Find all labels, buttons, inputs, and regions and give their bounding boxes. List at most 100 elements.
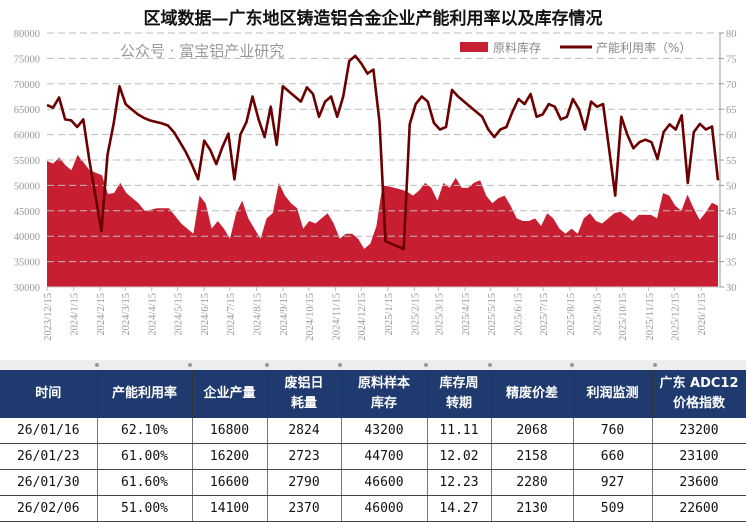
y-right-tick-label: 55 bbox=[726, 156, 737, 167]
column-header: 精废价差 bbox=[491, 370, 574, 418]
y-right-tick-label: 75 bbox=[726, 54, 737, 65]
x-tick-label: 2025/2/15 bbox=[410, 293, 421, 336]
table-cell: 2370 bbox=[267, 495, 342, 522]
table-cell: 2790 bbox=[267, 469, 342, 496]
y-right-tick-label: 40 bbox=[726, 232, 737, 243]
column-header-line: 时间 bbox=[35, 386, 62, 401]
y-left-tick-label: 45000 bbox=[14, 207, 40, 218]
y-left-tick-label: 60000 bbox=[14, 131, 40, 142]
table-cell: 760 bbox=[573, 418, 653, 444]
x-tick-label: 2025/1/15 bbox=[384, 293, 395, 336]
table-cell: 927 bbox=[573, 469, 653, 496]
table-cell: 43200 bbox=[341, 418, 428, 444]
y-right-tick-label: 45 bbox=[726, 207, 737, 218]
table-cell: 61.60% bbox=[97, 469, 193, 496]
x-tick-label: 2025/7/15 bbox=[539, 293, 550, 336]
x-tick-label: 2025/11/15 bbox=[645, 293, 656, 340]
column-header-line: 废铝日 bbox=[284, 376, 324, 391]
table-cell: 12.23 bbox=[427, 469, 492, 496]
x-tick-label: 2024/2/15 bbox=[96, 293, 107, 336]
column-header: 时间 bbox=[0, 370, 98, 418]
data-table-container: 时间 产能利用率 企业产量 废铝日 耗量 原料样本 库存 库存周 转期 精废价差 利润监测 广东 AD… bbox=[0, 360, 746, 522]
column-header: 利润监测 bbox=[573, 370, 653, 418]
table-cell: 61.00% bbox=[97, 443, 193, 470]
legend-label-utilization: 产能利用率（%） bbox=[596, 40, 691, 55]
y-left-tick-label: 75000 bbox=[14, 54, 40, 65]
table-cell: 11.11 bbox=[427, 418, 492, 444]
table-cell: 509 bbox=[573, 495, 653, 522]
y-left-tick-label: 55000 bbox=[14, 156, 40, 167]
x-tick-label: 2024/5/15 bbox=[173, 293, 184, 336]
column-header-line: 库存周 bbox=[439, 376, 479, 391]
table-cell: 14.27 bbox=[427, 495, 492, 522]
x-tick-label: 2024/12/15 bbox=[357, 293, 368, 341]
column-header: 原料样本 库存 bbox=[341, 370, 428, 418]
column-header-line: 价格指数 bbox=[672, 396, 725, 411]
y-left-tick-label: 80000 bbox=[14, 29, 40, 40]
x-tick-label: 2024/6/15 bbox=[200, 293, 211, 336]
y-right-tick-label: 35 bbox=[726, 258, 737, 269]
column-header-line: 广东 ADC12 bbox=[659, 376, 739, 391]
table-cell: 62.10% bbox=[97, 418, 193, 444]
x-tick-label: 2025/8/15 bbox=[566, 293, 577, 336]
table-cell: 2824 bbox=[267, 418, 342, 444]
x-tick-label: 2024/9/15 bbox=[279, 293, 290, 336]
table-cell: 26/01/16 bbox=[0, 418, 98, 444]
watermark: 公众号 · 富宝铝产业研究 bbox=[120, 42, 285, 60]
table-cell: 14100 bbox=[192, 495, 268, 522]
column-header: 企业产量 bbox=[192, 370, 268, 418]
table-cell: 51.00% bbox=[97, 495, 193, 522]
y-right-tick-label: 60 bbox=[726, 131, 737, 142]
x-tick-label: 2024/3/15 bbox=[121, 293, 132, 336]
y-left-tick-label: 50000 bbox=[14, 181, 40, 192]
table-header-row: 时间 产能利用率 企业产量 废铝日 耗量 原料样本 库存 库存周 转期 精废价差 利润监测 广东 AD… bbox=[0, 370, 746, 418]
table-cell: 16800 bbox=[192, 418, 268, 444]
table-cell: 16600 bbox=[192, 469, 268, 496]
y-right-tick-label: 80 bbox=[726, 29, 737, 40]
x-tick-label: 2025/12/15 bbox=[671, 293, 682, 341]
table-cell: 26/01/30 bbox=[0, 469, 98, 496]
table-cell: 46000 bbox=[341, 495, 428, 522]
x-tick-label: 2025/9/15 bbox=[592, 293, 603, 336]
column-header: 废铝日 耗量 bbox=[267, 370, 342, 418]
table-cell: 44700 bbox=[341, 443, 428, 470]
column-header: 广东 ADC12 价格指数 bbox=[652, 370, 746, 418]
column-header-line: 企业产量 bbox=[203, 386, 256, 401]
column-header: 库存周 转期 bbox=[427, 370, 492, 418]
y-right-tick-label: 30 bbox=[726, 283, 737, 294]
table-cell: 26/02/06 bbox=[0, 495, 98, 522]
x-tick-label: 2026/1/15 bbox=[697, 293, 708, 336]
table-cell: 23600 bbox=[652, 469, 746, 496]
table-cell: 660 bbox=[573, 443, 653, 470]
table-cell: 2158 bbox=[491, 443, 574, 470]
y-right-tick-label: 65 bbox=[726, 105, 737, 116]
table-cell: 16200 bbox=[192, 443, 268, 470]
x-tick-label: 2025/10/15 bbox=[618, 293, 629, 341]
table-cell: 46600 bbox=[341, 469, 428, 496]
x-tick-label: 2023/12/15 bbox=[43, 293, 54, 341]
y-right-tick-label: 50 bbox=[726, 181, 737, 192]
x-tick-label: 2024/10/15 bbox=[305, 293, 316, 341]
column-resize-bar bbox=[0, 360, 746, 370]
table-row: 26/02/06 51.00% 14100 2370 46000 14.27 2130 509… bbox=[0, 495, 746, 522]
table-cell: 26/01/23 bbox=[0, 443, 98, 470]
table-cell: 23100 bbox=[652, 443, 746, 470]
column-header-line: 耗量 bbox=[290, 396, 317, 411]
table-cell: 2280 bbox=[491, 469, 574, 496]
table-cell: 23200 bbox=[652, 418, 746, 444]
y-left-tick-label: 35000 bbox=[14, 258, 40, 269]
x-tick-label: 2024/8/15 bbox=[252, 293, 263, 336]
y-left-tick-label: 40000 bbox=[14, 232, 40, 243]
utilization-line bbox=[46, 54, 720, 251]
table-cell: 2068 bbox=[491, 418, 574, 444]
table-row: 26/01/30 61.60% 16600 2790 46600 12.23 2280 927… bbox=[0, 469, 746, 496]
column-header: 产能利用率 bbox=[97, 370, 193, 418]
column-header-line: 利润监测 bbox=[586, 386, 639, 401]
table-cell: 2130 bbox=[491, 495, 574, 522]
legend-label-inventory: 原料库存 bbox=[493, 40, 541, 55]
column-header-line: 库存 bbox=[370, 396, 397, 411]
y-right-tick-label: 70 bbox=[726, 80, 737, 91]
x-tick-label: 2025/6/15 bbox=[513, 293, 524, 336]
table-row: 26/01/16 62.10% 16800 2824 43200 11.11 2068 760… bbox=[0, 418, 746, 444]
table-cell: 22600 bbox=[652, 495, 746, 522]
